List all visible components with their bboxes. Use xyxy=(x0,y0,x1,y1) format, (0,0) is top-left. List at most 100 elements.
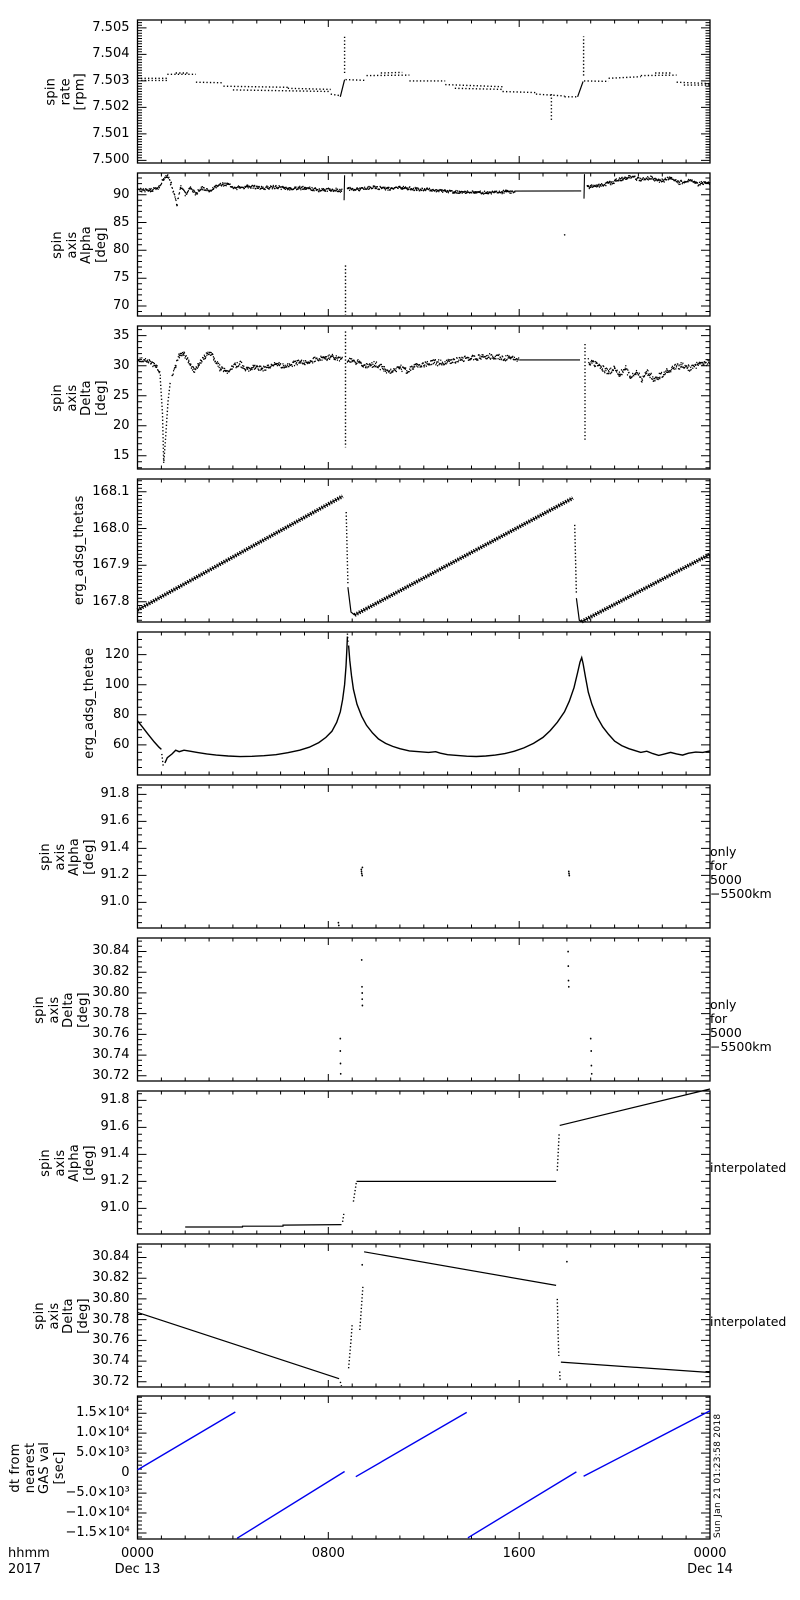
series-line-hatched xyxy=(353,496,574,617)
y-tick-label: 30.84 xyxy=(92,1249,130,1265)
series-dotted xyxy=(161,753,164,767)
series-line xyxy=(164,636,349,764)
series-dotted xyxy=(380,71,403,74)
y-tick-label: 30.74 xyxy=(92,1353,130,1369)
y-tick-label: 30.78 xyxy=(92,1005,130,1021)
series-line xyxy=(339,79,346,97)
y-tick-label: 70 xyxy=(112,297,130,313)
series-dotted xyxy=(502,90,536,94)
series-scatter xyxy=(136,174,343,207)
y-tick-label: 30.82 xyxy=(92,1270,130,1286)
axis-ticks-spin-axis-alpha xyxy=(137,173,711,316)
y-axis-label-dt-from-nearest-gas: dt from nearest GAS val [sec] xyxy=(8,1441,67,1494)
y-tick-label: −1.0×10⁴ xyxy=(65,1505,130,1521)
y-tick-label: 91.4 xyxy=(100,840,130,856)
series-scatter xyxy=(136,357,161,376)
y-tick-label: 30.76 xyxy=(92,1026,130,1042)
y-tick-label: 91.0 xyxy=(100,894,130,910)
series-dotted xyxy=(232,89,331,93)
series-line xyxy=(136,720,162,750)
y-tick-label: 100 xyxy=(104,676,130,692)
x-tick-label: 0000 xyxy=(693,1546,727,1561)
y-tick-label: 91.4 xyxy=(100,1146,130,1162)
y-tick-label: 30.72 xyxy=(92,1067,130,1083)
panel-frame-spin-axis-delta xyxy=(136,325,711,470)
x-axis-format-label: hhmm xyxy=(8,1546,50,1561)
series-dotted xyxy=(556,1298,560,1356)
series-dotted xyxy=(445,83,503,88)
series-dotted xyxy=(574,524,578,595)
y-tick-label: 167.9 xyxy=(92,557,130,573)
y-tick-label: 168.0 xyxy=(92,520,130,536)
panel-frame-dt-from-nearest-gas xyxy=(136,1395,711,1540)
series-line xyxy=(575,598,583,623)
series-line xyxy=(236,1470,345,1539)
y-tick-label: 35 xyxy=(112,327,130,343)
y-axis-label-erg-adsg-thetas: erg_adsg_thetas xyxy=(71,495,87,606)
y-tick-label: 7.501 xyxy=(92,125,130,141)
y-tick-label: 7.502 xyxy=(92,99,130,115)
y-tick-label: 7.505 xyxy=(92,19,130,35)
y-tick-label: 30.76 xyxy=(92,1332,130,1348)
x-date-label: Dec 13 xyxy=(114,1562,161,1577)
y-tick-label: 30.80 xyxy=(92,984,130,1000)
y-tick-label: 91.8 xyxy=(100,786,130,802)
y-tick-label: 15 xyxy=(112,447,130,463)
y-tick-label: 80 xyxy=(112,242,130,258)
axis-ticks-spin-rate xyxy=(137,19,711,164)
panel-frame-spin-axis-delta-interpolated xyxy=(136,1243,711,1388)
y-tick-label: 91.0 xyxy=(100,1200,130,1216)
y-axis-label-spin-axis-delta-interpolated: spin axis Delta [deg] xyxy=(32,1297,91,1334)
series-dotted xyxy=(559,1371,561,1382)
y-tick-label: 60 xyxy=(112,736,130,752)
axis-ticks-spin-axis-delta-interpolated xyxy=(137,1244,711,1388)
y-tick-label: 120 xyxy=(104,646,130,662)
series-dotted xyxy=(341,1213,345,1223)
y-tick-label: 91.2 xyxy=(100,867,130,883)
series-dotted xyxy=(366,74,410,77)
y-axis-label-spin-axis-alpha: spin axis Alpha [deg] xyxy=(50,225,109,264)
series-dotted xyxy=(454,87,503,91)
series-dotted xyxy=(223,85,288,88)
x-tick-label: 0800 xyxy=(311,1546,345,1561)
series-dotted xyxy=(563,234,566,238)
series-dotted xyxy=(159,377,172,464)
series-line xyxy=(467,1471,577,1539)
y-tick-label: 91.8 xyxy=(100,1092,130,1108)
axis-ticks-spin-axis-alpha-5000km xyxy=(137,785,711,928)
series-line xyxy=(185,1223,342,1228)
y-tick-label: 30.72 xyxy=(92,1373,130,1389)
series-line xyxy=(560,1361,711,1374)
series-line-hatched xyxy=(580,552,711,624)
series-line xyxy=(347,645,711,758)
series-dotted xyxy=(339,1381,343,1387)
series-line xyxy=(577,81,584,98)
y-tick-label: 91.6 xyxy=(100,1119,130,1135)
y-tick-label: 7.504 xyxy=(92,46,130,62)
y-axis-label-spin-rate: spin rate [rpm] xyxy=(43,72,88,111)
series-dotted xyxy=(352,1181,358,1202)
y-tick-label: 20 xyxy=(112,417,130,433)
panel-frame-spin-rate xyxy=(136,19,711,164)
annotation-only-for-range-2: only for 5000 −5500km xyxy=(710,997,772,1054)
series-line xyxy=(583,174,586,199)
series-dotted xyxy=(345,78,367,82)
series-points xyxy=(361,1260,568,1266)
y-tick-label: 30.80 xyxy=(92,1290,130,1306)
panel-frame-spin-axis-alpha xyxy=(136,172,711,317)
series-dotted xyxy=(583,80,609,83)
series-dotted xyxy=(608,76,641,79)
x-tick-label: 0000 xyxy=(120,1546,155,1561)
series-line xyxy=(355,1411,468,1478)
series-dotted xyxy=(287,87,331,91)
x-tick-label: 1600 xyxy=(502,1546,536,1561)
series-line xyxy=(583,1410,711,1477)
series-points xyxy=(337,866,571,927)
y-tick-label: 30.84 xyxy=(92,943,130,959)
panel-frame-erg-adsg-thetae xyxy=(136,631,711,776)
series-line-hatched xyxy=(136,494,344,612)
series-scatter xyxy=(587,358,711,383)
y-tick-label: 5.0×10³ xyxy=(76,1445,130,1461)
series-line xyxy=(137,1411,236,1471)
